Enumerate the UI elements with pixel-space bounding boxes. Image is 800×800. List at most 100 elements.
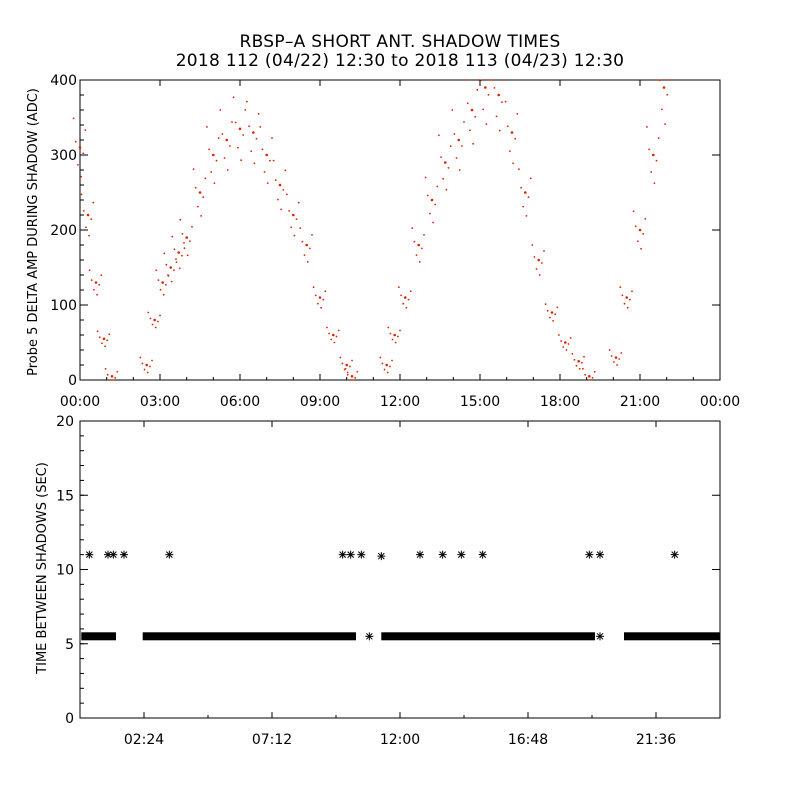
data-point-sample xyxy=(567,343,570,345)
data-point xyxy=(438,550,447,559)
data-point-sample xyxy=(451,109,454,111)
data-point-sample xyxy=(668,79,671,81)
data-point-sample xyxy=(613,361,615,363)
data-point-sample xyxy=(584,373,586,376)
top-ticks: 00:00 03:00 06:00 09:00 12:00 15:00 18:00 21:00… xyxy=(50,73,740,410)
data-point-sample xyxy=(562,346,565,348)
data-point-sample xyxy=(116,370,119,373)
data-point-sample xyxy=(179,218,182,221)
data-point-sample xyxy=(288,210,290,212)
data-point-sample xyxy=(351,359,353,362)
data-point-sample xyxy=(445,188,448,191)
data-point xyxy=(497,93,501,97)
data-point-sample xyxy=(266,182,269,185)
data-point-sample xyxy=(464,79,467,81)
data-point-sample xyxy=(541,262,543,264)
baseline-segment xyxy=(381,632,598,641)
bottom-baseline xyxy=(81,632,720,641)
data-point-sample xyxy=(317,302,319,305)
data-point-sample xyxy=(423,234,425,236)
data-point-sample xyxy=(92,201,95,204)
data-point xyxy=(585,550,594,559)
data-point-sample xyxy=(610,355,613,357)
data-point-sample xyxy=(88,269,91,272)
data-point-sample xyxy=(297,201,300,204)
data-point-sample xyxy=(578,367,581,370)
bottom-x-tick-label: 16:48 xyxy=(508,732,548,748)
data-point xyxy=(385,363,389,367)
data-point-sample xyxy=(589,379,592,381)
data-point xyxy=(596,632,604,641)
top-panel: 00:00 03:00 06:00 09:00 12:00 15:00 18:00 21:00… xyxy=(26,73,740,410)
data-point-sample xyxy=(514,137,517,140)
chart-subtitle: 2018 112 (04/22) 12:30 to 2018 113 (04/2… xyxy=(175,51,625,71)
data-point-sample xyxy=(571,352,574,355)
data-point xyxy=(596,550,604,559)
data-point-sample xyxy=(533,256,536,258)
data-point-sample xyxy=(495,115,498,118)
data-point xyxy=(86,213,90,217)
data-point-sample xyxy=(197,205,199,208)
data-point-sample xyxy=(299,227,302,230)
data-point-sample xyxy=(157,279,160,281)
data-point xyxy=(638,228,642,232)
data-point-sample xyxy=(217,137,220,140)
data-point-sample xyxy=(411,227,414,230)
data-point-sample xyxy=(549,316,551,319)
data-point-sample xyxy=(573,358,576,361)
data-point xyxy=(177,251,180,254)
bottom-x-tick-label: 12:00 xyxy=(380,732,420,748)
data-point-sample xyxy=(151,359,153,362)
data-point-sample xyxy=(616,364,618,366)
data-point-sample xyxy=(556,306,559,309)
top-x-tick-label: 00:00 xyxy=(700,394,740,410)
data-point-sample xyxy=(165,263,168,266)
data-point-sample xyxy=(466,102,469,105)
data-point xyxy=(478,550,487,559)
data-point-sample xyxy=(293,234,296,237)
data-point-sample xyxy=(626,306,629,309)
data-point-sample xyxy=(509,150,511,153)
data-point-sample xyxy=(469,129,471,132)
data-point-sample xyxy=(529,177,532,180)
data-point xyxy=(165,550,174,559)
data-point-sample xyxy=(344,367,347,370)
data-point xyxy=(417,243,421,247)
data-point xyxy=(265,153,269,157)
data-point-sample xyxy=(255,137,258,140)
data-point-sample xyxy=(591,376,594,379)
data-point xyxy=(588,375,591,378)
data-point-sample xyxy=(324,290,327,293)
data-point-sample xyxy=(489,79,492,81)
data-point xyxy=(346,550,355,559)
data-point-sample xyxy=(202,196,205,199)
data-point-sample xyxy=(458,169,461,171)
data-point xyxy=(338,550,347,559)
data-point-sample xyxy=(80,193,83,196)
data-point xyxy=(444,161,447,164)
data-point-sample xyxy=(306,261,309,263)
data-point-sample xyxy=(173,248,176,251)
data-point-sample xyxy=(582,367,584,370)
data-point-sample xyxy=(155,269,158,272)
data-point-sample xyxy=(159,314,161,317)
data-point-sample xyxy=(398,286,400,289)
data-point-sample xyxy=(229,145,231,147)
data-point-sample xyxy=(535,268,538,270)
data-point-sample xyxy=(253,162,256,165)
data-point-sample xyxy=(474,115,477,118)
data-point-sample xyxy=(171,235,174,238)
data-point-sample xyxy=(356,370,359,373)
data-point-sample xyxy=(504,100,507,103)
data-point-sample xyxy=(415,254,418,256)
data-point-sample xyxy=(661,108,663,111)
data-point-sample xyxy=(525,215,528,217)
data-point-sample xyxy=(493,87,496,89)
data-point-sample xyxy=(261,148,264,151)
data-point-sample xyxy=(487,93,490,96)
top-plot-frame xyxy=(79,79,721,381)
data-point-sample xyxy=(418,261,421,263)
data-point xyxy=(510,131,514,134)
data-point-sample xyxy=(522,205,525,208)
data-point-sample xyxy=(108,333,111,336)
